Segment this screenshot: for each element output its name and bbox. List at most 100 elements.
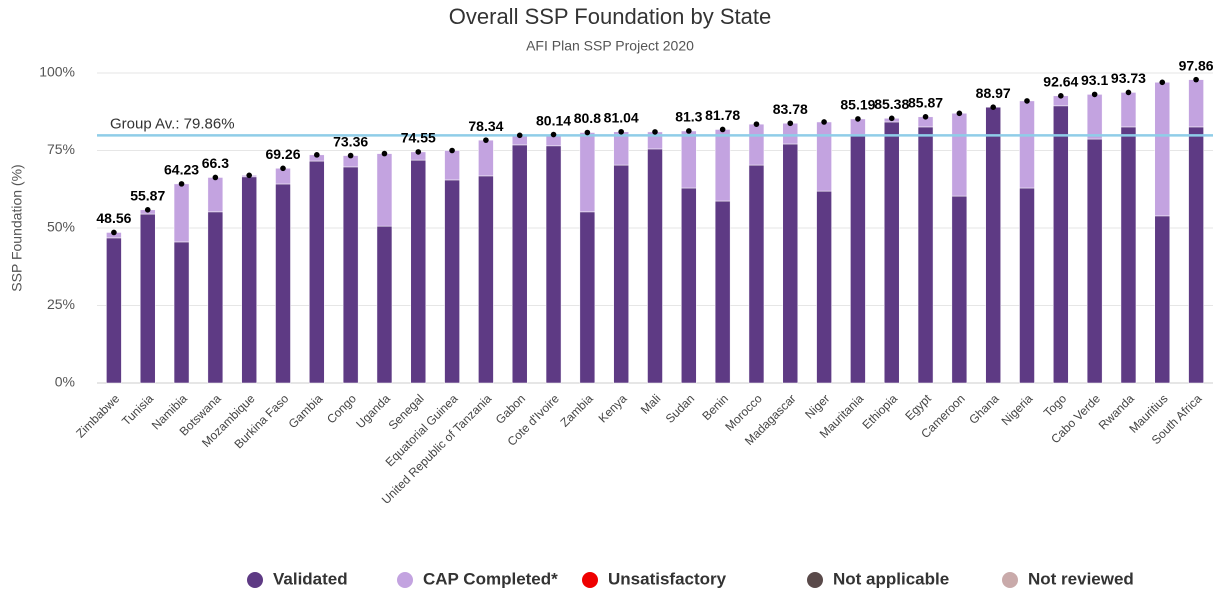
bar-segment: [782, 123, 799, 145]
total-marker: [347, 152, 354, 159]
bar-segment: [613, 131, 629, 166]
legend-label: CAP Completed*: [423, 569, 558, 588]
x-tick-label: Kenya: [596, 391, 630, 425]
bar-segment: [444, 179, 460, 384]
x-tick-label: Zimbabwe: [73, 391, 122, 440]
total-label: 78.34: [468, 118, 503, 134]
bar-segment: [985, 106, 1001, 384]
total-label: 69.26: [265, 146, 300, 162]
total-marker: [1058, 93, 1064, 99]
legend-label: Not applicable: [833, 569, 949, 588]
bar-segment: [681, 187, 697, 384]
total-label: 97.86: [1179, 57, 1214, 73]
bar-segment: [1086, 138, 1103, 384]
total-label: 85.38: [874, 96, 909, 112]
legend-label: Not reviewed: [1028, 569, 1134, 588]
bar-segment: [342, 166, 359, 384]
total-label: 85.87: [908, 95, 943, 111]
y-tick-label: 25%: [47, 296, 75, 312]
total-marker: [787, 120, 794, 127]
total-marker: [483, 137, 489, 143]
total-label: 48.56: [96, 210, 131, 226]
bar-segment: [1019, 100, 1035, 189]
total-label: 64.23: [164, 162, 199, 178]
bar-segment: [1120, 92, 1137, 128]
bar-segment: [951, 113, 968, 197]
y-tick-label: 0%: [55, 374, 75, 390]
bar-segment: [1019, 187, 1035, 384]
bar-segment: [748, 164, 765, 384]
bar-segment: [782, 143, 799, 384]
total-marker: [753, 121, 760, 127]
total-marker: [178, 181, 185, 187]
total-marker: [1125, 89, 1132, 96]
total-label: 80.14: [536, 112, 571, 128]
group-average-label: Group Av.: 79.86%: [110, 115, 235, 132]
total-label: 74.55: [401, 130, 436, 146]
bar-segment: [275, 183, 291, 384]
bar-segment: [579, 132, 596, 213]
x-tick-label: Ghana: [966, 391, 1002, 427]
total-label: 73.36: [333, 133, 368, 149]
total-label: 66.3: [202, 155, 229, 171]
total-marker: [111, 229, 117, 236]
total-label: 93.1: [1081, 72, 1108, 88]
bar-segment: [714, 200, 731, 384]
legend-label: Unsatisfactory: [608, 569, 727, 588]
legend-symbol: [1002, 572, 1018, 588]
y-tick-label: 100%: [39, 64, 75, 80]
total-label: 93.73: [1111, 70, 1146, 86]
bar-segment: [1154, 82, 1171, 217]
bar-segment: [376, 153, 393, 227]
total-marker: [1193, 76, 1199, 83]
total-marker: [821, 119, 827, 125]
bar-segment: [681, 130, 697, 189]
total-label: 81.78: [705, 107, 740, 123]
y-tick-label: 75%: [47, 141, 75, 157]
total-marker: [449, 147, 455, 154]
bar-segment: [139, 213, 156, 384]
legend-symbol: [582, 572, 598, 588]
bar-segment: [1053, 105, 1069, 384]
x-tick-label: Nigeria: [999, 391, 1036, 428]
total-marker: [652, 129, 658, 135]
total-label: 80.8: [574, 110, 601, 126]
bar-segment: [1188, 126, 1204, 384]
bar-segment: [816, 121, 832, 192]
bar-segment: [106, 237, 122, 384]
legend-symbol: [247, 572, 263, 588]
bar-segment: [376, 225, 393, 384]
total-marker: [956, 110, 963, 117]
legend-symbol: [397, 572, 413, 588]
total-marker: [381, 150, 388, 157]
bar-segment: [444, 150, 460, 181]
bar-segment: [917, 126, 934, 384]
total-marker: [618, 128, 624, 135]
bar-segment: [478, 139, 494, 177]
x-tick-label: Benin: [699, 391, 731, 423]
bar-segment: [1154, 215, 1171, 384]
total-marker: [516, 132, 523, 139]
total-marker: [1024, 98, 1030, 104]
total-marker: [415, 149, 422, 155]
bar-segment: [1188, 79, 1204, 128]
bar-segment: [410, 159, 427, 384]
total-marker: [888, 115, 895, 122]
total-marker: [246, 172, 252, 179]
total-label: 85.19: [840, 97, 875, 113]
bar-segment: [207, 177, 224, 213]
x-tick-label: Mali: [638, 391, 663, 416]
total-marker: [719, 126, 726, 133]
legend-symbol: [807, 572, 823, 588]
bar-segment: [173, 183, 190, 243]
bar-segment: [883, 121, 900, 384]
chart-subtitle: AFI Plan SSP Project 2020: [526, 38, 694, 54]
bar-segment: [309, 160, 325, 384]
total-marker: [584, 129, 591, 136]
total-label: 83.78: [773, 101, 808, 117]
bar-segment: [816, 190, 832, 384]
bar-segment: [511, 144, 528, 384]
total-marker: [1159, 79, 1166, 86]
total-label: 88.97: [976, 85, 1011, 101]
